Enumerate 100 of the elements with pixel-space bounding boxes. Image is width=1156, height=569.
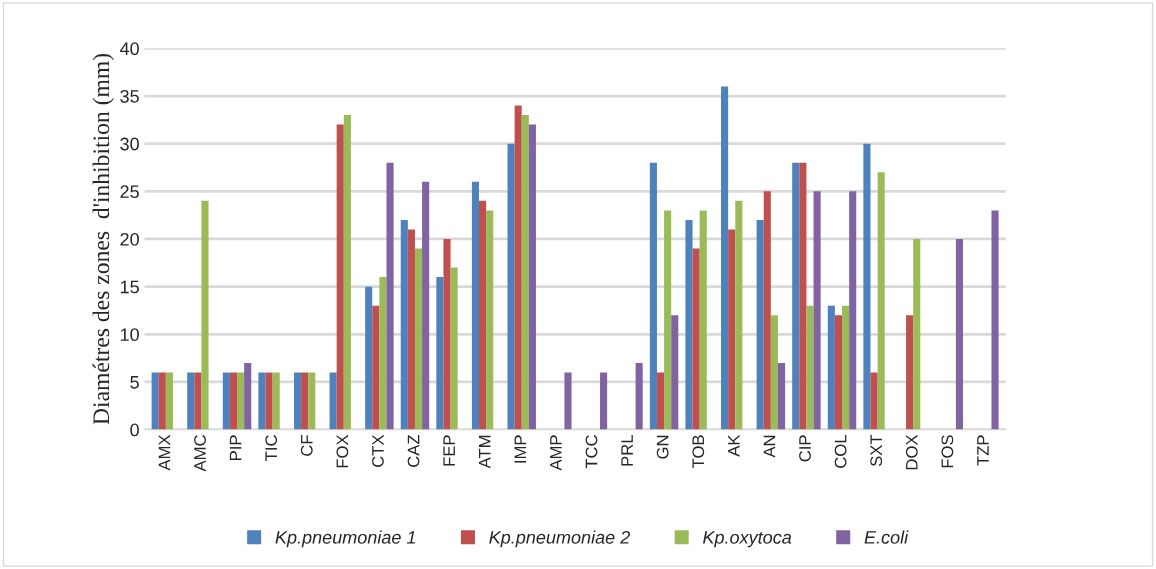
y-tick-label: 30 — [120, 137, 139, 151]
bar — [955, 238, 964, 430]
legend-label: E.coli — [864, 530, 909, 544]
x-tick-label: FOX — [336, 434, 349, 468]
bar — [877, 172, 885, 430]
bar — [870, 372, 878, 430]
bar — [244, 362, 252, 430]
bar — [649, 162, 657, 430]
bar — [756, 219, 764, 430]
y-axis-title: Diamétres des zones d'inhibition (mm) — [92, 53, 114, 425]
bar — [763, 191, 771, 430]
bar — [343, 115, 351, 430]
bar — [436, 277, 444, 430]
bar — [386, 162, 394, 430]
bar — [158, 372, 166, 430]
y-tick-label: 20 — [120, 232, 139, 246]
bar — [422, 181, 430, 430]
bar — [692, 248, 700, 430]
x-tick-label: FOS — [941, 435, 954, 468]
bar — [187, 372, 195, 430]
x-tick-label: AK — [728, 434, 740, 457]
y-tick-label: 0 — [130, 423, 139, 437]
x-tick-label: TOB — [692, 435, 705, 469]
x-tick-label: ATM — [478, 435, 491, 469]
bar — [770, 315, 778, 430]
bar — [799, 162, 807, 430]
x-tick-label: IMP — [514, 435, 527, 463]
bar — [443, 238, 451, 430]
bar — [194, 372, 202, 430]
bar — [699, 210, 707, 430]
x-tick-label: TIC — [265, 435, 278, 461]
bar — [486, 210, 494, 430]
bar — [379, 277, 387, 430]
bar — [400, 219, 408, 430]
bar — [237, 372, 245, 430]
y-tick-label: 25 — [120, 185, 139, 199]
x-tick-label: TZP — [977, 435, 989, 466]
bar — [656, 372, 665, 430]
bar — [222, 372, 230, 430]
bar — [336, 124, 344, 430]
bar — [372, 305, 380, 430]
bar — [479, 200, 487, 430]
bar — [514, 105, 522, 430]
bar — [842, 305, 850, 430]
bar — [913, 238, 921, 430]
bar — [308, 372, 316, 430]
x-tick-label: COL — [834, 435, 847, 468]
x-tick-label: CAZ — [407, 434, 420, 467]
bar — [521, 115, 529, 430]
x-tick-label: TCC — [585, 435, 598, 469]
y-tick-label: 10 — [120, 328, 139, 342]
bar — [635, 362, 643, 430]
bar — [806, 305, 814, 430]
bar — [471, 181, 480, 430]
bar — [685, 219, 693, 430]
bar — [564, 372, 572, 430]
bar — [329, 372, 337, 430]
bar — [165, 372, 173, 430]
bar — [201, 200, 209, 430]
bar — [365, 286, 373, 430]
bar — [450, 267, 458, 430]
x-tick-label: AMP — [550, 435, 562, 471]
bar — [728, 229, 736, 430]
bar — [293, 372, 302, 430]
y-tick-label: 5 — [130, 376, 139, 389]
bar — [151, 372, 159, 430]
x-tick-label: GN — [656, 435, 669, 459]
bar — [849, 191, 857, 430]
bar — [827, 305, 835, 430]
bar — [834, 315, 843, 430]
bar — [735, 200, 743, 430]
bar — [229, 372, 238, 430]
legend-label: Kp.pneumoniae 2 — [489, 530, 630, 548]
x-tick-label: CIP — [799, 435, 811, 462]
bar — [258, 372, 266, 430]
bar — [777, 362, 786, 430]
bar — [671, 315, 679, 430]
bar — [721, 86, 729, 430]
x-tick-label: AN — [763, 435, 776, 458]
bar — [792, 162, 800, 430]
x-tick-label: PIP — [229, 435, 242, 460]
bar — [507, 143, 515, 430]
bar — [272, 372, 280, 430]
x-tick-label: PRL — [621, 435, 633, 466]
bar — [863, 143, 871, 430]
y-tick-label: 15 — [120, 280, 139, 294]
bar — [301, 372, 309, 430]
x-tick-label: DOX — [905, 434, 918, 470]
x-tick-label: AMX — [158, 434, 171, 471]
bar — [600, 372, 608, 430]
x-tick-label: CTX — [372, 434, 384, 467]
bar — [414, 248, 423, 430]
legend-label: Kp.pneumoniae 1 — [275, 530, 415, 548]
bar — [813, 191, 821, 430]
bar — [528, 124, 536, 430]
y-tick-label: 35 — [120, 89, 139, 103]
bar — [407, 229, 415, 430]
x-tick-label: FEP — [443, 435, 455, 466]
x-tick-label: CF — [300, 435, 313, 456]
legend-label: Kp.oxytoca — [703, 531, 792, 548]
